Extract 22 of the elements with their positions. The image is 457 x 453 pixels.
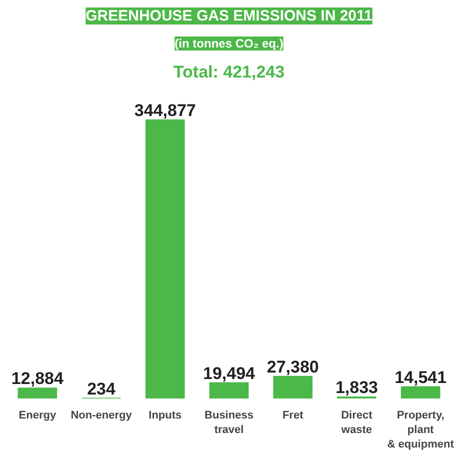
bar: [209, 382, 249, 398]
data-label: 14,541: [394, 368, 447, 387]
x-tick-label: Non-energy: [70, 410, 133, 422]
bar: [400, 386, 440, 398]
x-tick-label: Property, plant & equipment: [387, 410, 454, 450]
x-tick-label: Direct waste: [340, 410, 373, 436]
data-label: 19,494: [203, 364, 256, 383]
data-label: 27,380: [266, 357, 319, 376]
x-tick-label: Fret: [282, 410, 304, 422]
data-label: 234: [87, 379, 116, 398]
x-tick-label: Business travel: [204, 410, 254, 436]
text: Total: 421,243: [173, 62, 285, 82]
x-tick-label: Inputs: [148, 410, 182, 422]
bar: [145, 119, 185, 398]
data-label: 1,833: [335, 378, 378, 398]
data-label: 12,884: [11, 369, 64, 388]
chart-title: GREENHOUSE GAS EMISSIONS IN 2011: [86, 8, 372, 24]
x-tick-label: Energy: [18, 410, 57, 422]
bar: [273, 376, 313, 398]
chart-subtitle: (in tonnes CO₂ eq.): [174, 36, 284, 50]
data-label: 344,877: [134, 100, 196, 120]
bar: [18, 388, 58, 398]
